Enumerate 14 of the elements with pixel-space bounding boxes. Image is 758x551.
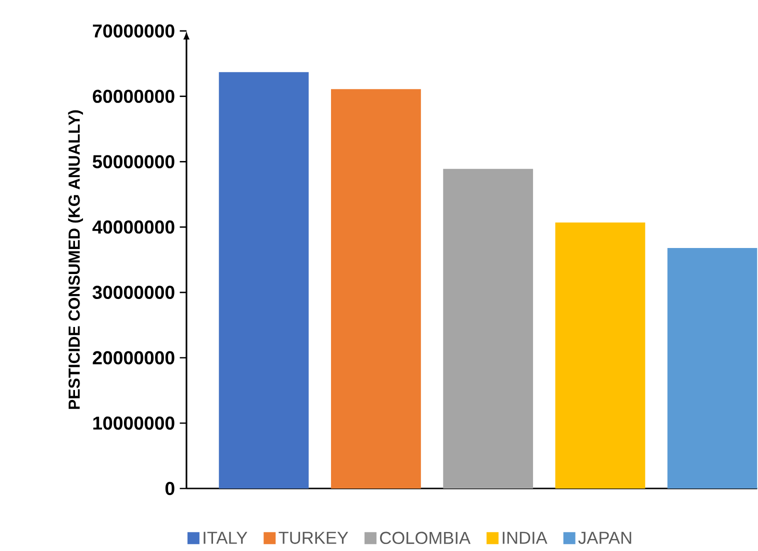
y-tick-label: 70000000	[92, 24, 174, 38]
legend-label: TURKEY	[278, 532, 348, 544]
legend-label: COLOMBIA	[380, 532, 471, 544]
y-tick-label: 50000000	[92, 154, 174, 168]
legend-label: INDIA	[502, 532, 548, 544]
y-tick-label: 0	[165, 482, 174, 495]
y-tick-label: 60000000	[92, 90, 174, 103]
y-tick-label: 40000000	[92, 220, 174, 234]
y-tick-label: 30000000	[92, 286, 174, 299]
legend-label: JAPAN	[578, 532, 632, 544]
legend-label: ITALY	[204, 532, 248, 544]
y-tick-label: 10000000	[93, 416, 174, 430]
y-axis-title: PESTICIDE CONSUMED (KG ANUALLY)	[68, 110, 83, 409]
y-tick-label: 20000000	[92, 351, 174, 364]
